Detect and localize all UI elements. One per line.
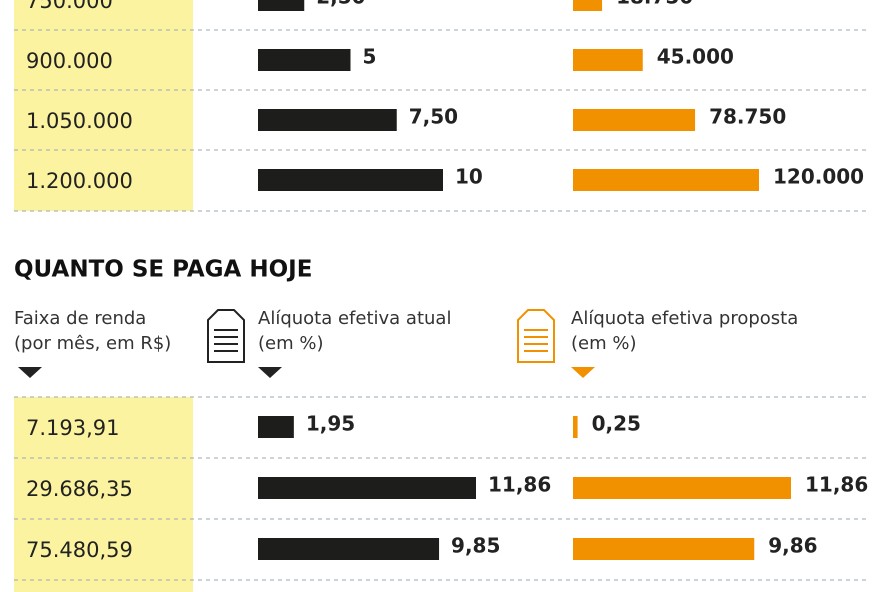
- income-range: 900.000: [26, 49, 113, 73]
- current-value: 10: [455, 165, 483, 189]
- income-range: 7.193,91: [26, 416, 120, 440]
- current-bar: [258, 0, 305, 11]
- current-value: 5: [363, 45, 377, 69]
- income-range: 1.200.000: [26, 169, 133, 193]
- range-column: [14, 397, 193, 592]
- proposed-bar: [573, 416, 578, 438]
- arrow: [571, 367, 595, 378]
- proposed-bar: [573, 477, 791, 499]
- doc-icon: [207, 309, 245, 363]
- proposed-value: 78.750: [709, 105, 786, 129]
- arrow: [258, 367, 282, 378]
- header: Faixa de renda: [14, 308, 146, 329]
- header: (em %): [571, 333, 636, 354]
- current-bar: [258, 416, 294, 438]
- current-bar: [258, 49, 351, 71]
- arrow: [18, 367, 42, 378]
- current-bar: [258, 109, 397, 131]
- proposed-bar: [573, 0, 603, 11]
- proposed-value: 9,86: [768, 534, 817, 558]
- current-value: 1,95: [306, 412, 355, 436]
- current-value: 9,85: [451, 534, 500, 558]
- income-range: 75.480,59: [26, 538, 133, 562]
- doc-icon: [517, 309, 555, 363]
- proposed-value: 18.750: [616, 0, 693, 9]
- header: Alíquota efetiva atual: [258, 308, 451, 329]
- current-bar: [258, 538, 440, 560]
- income-range: 750.000: [26, 0, 113, 13]
- header: (em %): [258, 333, 323, 354]
- current-value: 11,86: [488, 473, 551, 497]
- current-bar: [258, 169, 443, 191]
- current-value: 7,50: [409, 105, 458, 129]
- proposed-value: 45.000: [657, 45, 734, 69]
- proposed-bar: [573, 538, 755, 560]
- header: Alíquota efetiva proposta: [571, 308, 798, 329]
- current-bar: [258, 477, 476, 499]
- income-range: 1.050.000: [26, 109, 133, 133]
- section-title: QUANTO SE PAGA HOJE: [14, 257, 312, 283]
- header: (por mês, em R$): [14, 333, 171, 354]
- range-column: [14, 0, 193, 211]
- proposed-bar: [573, 49, 643, 71]
- proposed-bar: [573, 169, 759, 191]
- proposed-value: 11,86: [805, 473, 868, 497]
- proposed-value: 0,25: [592, 412, 641, 436]
- proposed-value: 120.000: [773, 165, 864, 189]
- income-range: 29.686,35: [26, 477, 133, 501]
- current-value: 2,50: [316, 0, 365, 9]
- proposed-bar: [573, 109, 696, 131]
